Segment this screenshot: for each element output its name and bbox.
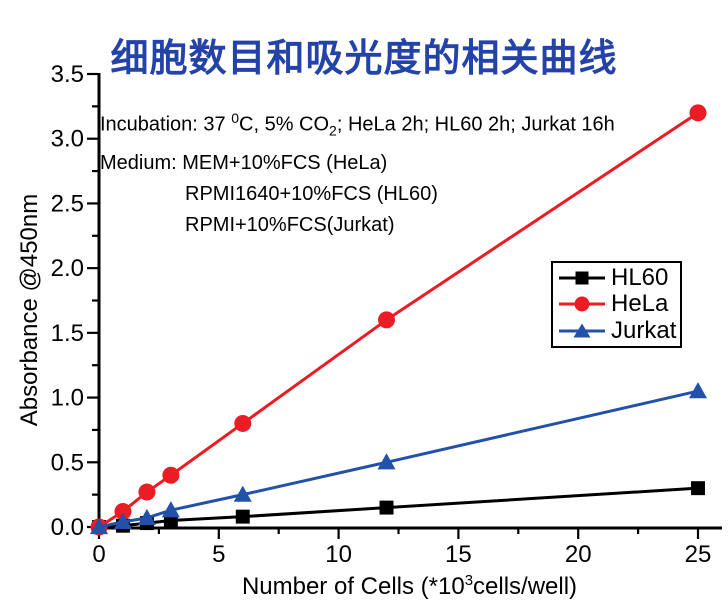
x-tick-label: 25 xyxy=(685,541,712,568)
x-axis-label-superscript: 3 xyxy=(464,572,474,589)
y-tick-label: 1.0 xyxy=(51,385,84,412)
marker-jurkat xyxy=(377,453,396,470)
marker-hl60 xyxy=(691,481,705,496)
legend-sample-hela xyxy=(559,296,605,312)
y-tick-label: 3.0 xyxy=(51,126,84,153)
legend-label-jurkat: Jurkat xyxy=(611,316,677,344)
annotation-text: ; HeLa 2h; HL60 2h; Jurkat 16h xyxy=(336,113,615,136)
x-axis-label-text: Number of Cells (*10 xyxy=(241,573,465,600)
legend-row-hela: HeLa xyxy=(557,291,680,317)
y-tick-label: 2.5 xyxy=(51,190,84,217)
legend-box: HL60 HeLa Jurkat xyxy=(551,261,682,348)
annotation-incubation: Incubation: 37 0C, 5% CO2; HeLa 2h; HL60… xyxy=(100,110,615,139)
y-axis-label: Absorbance @450nm xyxy=(16,193,43,427)
annotation-text: C, 5% CO xyxy=(239,113,330,136)
x-tick-label: 0 xyxy=(92,541,105,568)
x-tick-label: 20 xyxy=(565,541,592,568)
marker-hl60 xyxy=(235,509,250,524)
legend-sample-shape xyxy=(573,323,591,338)
marker-hela xyxy=(138,483,156,501)
marker-jurkat xyxy=(137,508,156,526)
annotation-medium-hela: Medium: MEM+10%FCS (HeLa) xyxy=(100,152,388,174)
marker-jurkat xyxy=(161,501,180,518)
marker-jurkat xyxy=(89,517,109,535)
annotation-medium-hl60: RPMI1640+10%FCS (HL60) xyxy=(185,183,438,205)
y-tick-label: 3.5 xyxy=(51,61,84,88)
x-axis-label: Number of Cells (*103cells/well) xyxy=(97,572,722,601)
x-tick-label: 5 xyxy=(212,541,225,568)
legend-label-hela: HeLa xyxy=(611,290,669,318)
marker-hela xyxy=(114,502,132,520)
chart-title: 细胞数目和吸光度的相关曲线 xyxy=(110,35,618,80)
x-axis-label-text: cells/well) xyxy=(473,573,578,600)
x-tick-label: 15 xyxy=(445,541,472,568)
marker-hl60 xyxy=(379,500,394,515)
marker-hela xyxy=(234,414,252,432)
legend-row-jurkat: Jurkat xyxy=(557,316,680,344)
x-tick-label: 10 xyxy=(325,541,352,568)
y-tick-label: 1.5 xyxy=(51,320,84,347)
annotation-subscript: 2 xyxy=(329,122,337,139)
marker-hela xyxy=(162,466,180,484)
marker-jurkat xyxy=(113,512,132,529)
legend-sample-shape xyxy=(574,296,590,312)
legend-row-hl60: HL60 xyxy=(557,265,680,291)
legend-sample-hl60 xyxy=(559,271,605,285)
annotation-text: Incubation: 37 xyxy=(100,113,232,136)
annotation-superscript: 0 xyxy=(231,110,240,126)
y-tick-label: 2.0 xyxy=(51,255,84,282)
y-tick-label: 0.0 xyxy=(51,514,84,541)
marker-jurkat xyxy=(688,382,708,399)
legend-sample-shape xyxy=(575,271,589,285)
marker-hela xyxy=(689,104,707,122)
y-tick-label: 0.5 xyxy=(51,449,84,476)
annotation-medium-jurkat: RPMI+10%FCS(Jurkat) xyxy=(185,214,395,236)
marker-hela xyxy=(378,311,396,329)
legend-label-hl60: HL60 xyxy=(611,264,669,292)
legend-sample-jurkat xyxy=(559,323,605,338)
marker-jurkat xyxy=(233,485,252,502)
